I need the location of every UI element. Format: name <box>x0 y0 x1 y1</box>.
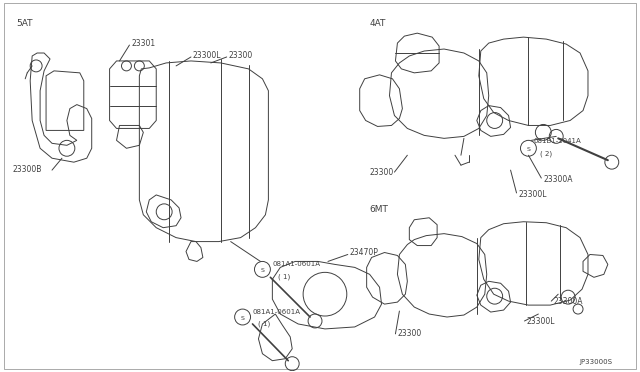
Text: 5AT: 5AT <box>16 19 33 28</box>
Text: 23300B: 23300B <box>12 165 42 174</box>
Text: 081A1-0601A: 081A1-0601A <box>253 309 301 315</box>
Text: 23300A: 23300A <box>543 175 573 184</box>
Text: 23300L: 23300L <box>518 190 547 199</box>
Text: 6MT: 6MT <box>370 205 388 214</box>
Text: 23300L: 23300L <box>527 317 555 326</box>
Text: 23300: 23300 <box>397 329 422 338</box>
Text: ( 2): ( 2) <box>540 150 552 157</box>
Text: 081B1-2041A: 081B1-2041A <box>533 138 581 144</box>
Text: 4AT: 4AT <box>370 19 386 28</box>
Text: S: S <box>241 315 244 321</box>
Text: JP33000S: JP33000S <box>580 359 612 365</box>
Text: 23301: 23301 <box>131 39 156 48</box>
Text: S: S <box>260 268 264 273</box>
Text: ( 1): ( 1) <box>259 321 271 327</box>
Text: 23300: 23300 <box>370 168 394 177</box>
Text: S: S <box>527 147 531 152</box>
Text: 23470P: 23470P <box>350 247 379 257</box>
Text: 23300A: 23300A <box>553 297 583 306</box>
Text: ( 1): ( 1) <box>278 273 291 280</box>
Text: 23300: 23300 <box>228 51 253 60</box>
Text: 23300L: 23300L <box>193 51 221 60</box>
Text: 081A1-0601A: 081A1-0601A <box>273 262 321 267</box>
